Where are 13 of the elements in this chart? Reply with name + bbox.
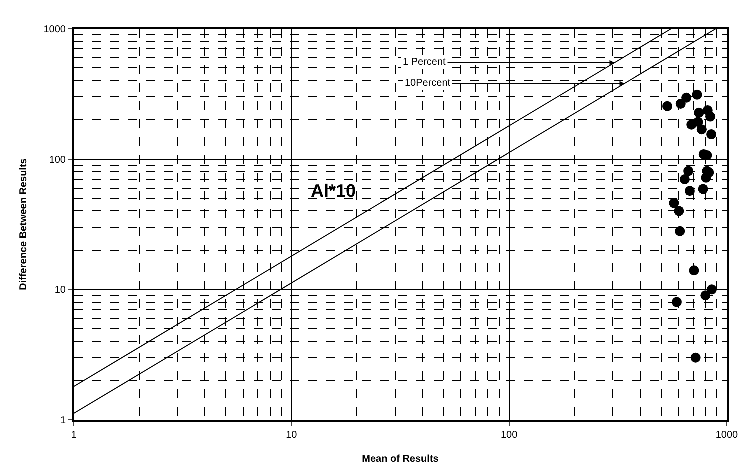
annotation: 10Percent: [405, 78, 451, 89]
annotation: 1 Percent: [403, 57, 446, 68]
y-axis-title: Difference Between Results: [18, 158, 30, 290]
x-tick-label: 1000: [716, 430, 739, 441]
x-tick-label: 100: [500, 430, 518, 441]
y-tick-label: 1000: [44, 24, 66, 36]
annotation: Al*10: [311, 181, 356, 201]
x-axis-title: Mean of Results: [362, 454, 440, 465]
y-tick-label: 1: [60, 416, 66, 426]
x-tick-label: 1: [71, 430, 78, 441]
y-tick-label: 10: [54, 285, 66, 296]
x-tick-label: 10: [286, 430, 298, 441]
y-tick-label: 100: [49, 154, 66, 166]
